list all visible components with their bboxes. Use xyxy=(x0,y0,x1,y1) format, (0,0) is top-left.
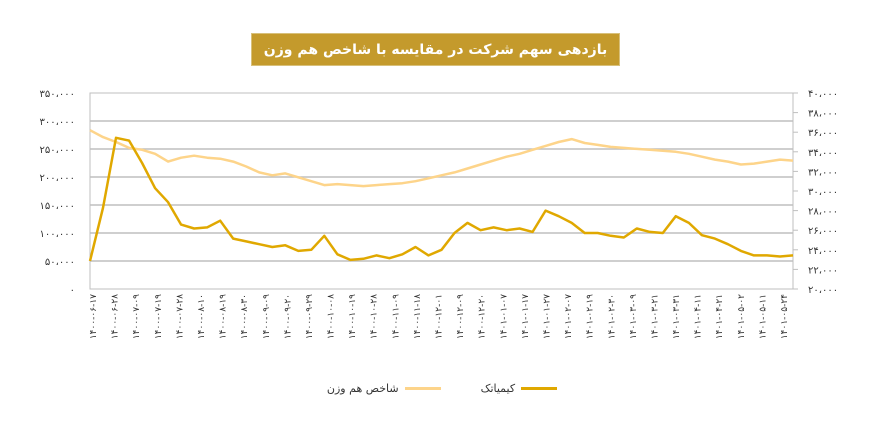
x-tick-label: ۱۴۰۰-۰۸-۱۰ xyxy=(197,294,207,339)
x-tick-label: ۱۴۰۰-۰۸-۱۹ xyxy=(219,294,229,339)
left-axis-tick-labels: ۰ ۵۰،۰۰۰ ۱۰۰،۰۰۰ ۱۵۰،۰۰۰ ۲۰۰،۰۰۰ ۲۵۰،۰۰۰ ۳۰۰،۰… xyxy=(40,89,75,296)
right-tick-label: ۳۰،۰۰۰ xyxy=(808,187,838,198)
legend: کیمیاتک شاخص هم وزن xyxy=(0,382,884,395)
left-tick-label: ۰ xyxy=(70,285,75,296)
x-tick-label: ۱۴۰۰-۰۹-۲۹ xyxy=(305,294,315,339)
x-tick-label: ۱۴۰۱-۰۴-۱۱ xyxy=(694,294,704,339)
x-tick-label: ۱۴۰۰-۰۷-۲۸ xyxy=(175,294,185,339)
right-tick-label: ۲۸،۰۰۰ xyxy=(808,207,838,218)
x-tick-label: ۱۴۰۱-۰۵-۲۴ xyxy=(780,294,790,339)
legend-item-kimiatak: کیمیاتک xyxy=(481,382,558,395)
left-tick-label: ۳۵۰،۰۰۰ xyxy=(40,89,75,100)
series-lines xyxy=(88,129,794,262)
right-tick-label: ۳۸،۰۰۰ xyxy=(808,109,838,120)
right-axis-tick-labels: ۲۰،۰۰۰ ۲۲،۰۰۰ ۲۴،۰۰۰ ۲۶،۰۰۰ ۲۸،۰۰۰ ۳۰،۰۰۰ ۳۲،۰… xyxy=(793,89,838,296)
right-tick-label: ۴۰،۰۰۰ xyxy=(808,89,838,100)
legend-swatch-equal-weight-index xyxy=(404,387,441,390)
x-tick-label: ۱۴۰۱-۰۴-۲۱ xyxy=(715,294,725,339)
x-tick-label: ۱۴۰۰-۰۷-۰۹ xyxy=(132,294,142,339)
left-tick-label: ۳۰۰،۰۰۰ xyxy=(40,117,75,128)
legend-item-equal-weight-index: شاخص هم وزن xyxy=(327,382,441,395)
x-tick-label: ۱۴۰۰-۱۰-۱۹ xyxy=(348,294,358,339)
x-tick-label: ۱۴۰۰-۰۶-۲۸ xyxy=(111,294,121,339)
left-tick-label: ۲۵۰،۰۰۰ xyxy=(40,145,75,156)
x-tick-label: ۱۴۰۰-۱۰-۲۸ xyxy=(370,294,380,339)
x-tick-label: ۱۴۰۰-۰۷-۱۹ xyxy=(154,294,164,339)
x-tick-label: ۱۴۰۱-۰۲-۳۰ xyxy=(607,294,617,339)
x-tick-label: ۱۴۰۱-۰۵-۱۱ xyxy=(758,294,768,339)
plot-area xyxy=(89,92,794,290)
kimiatak-line xyxy=(88,136,794,262)
right-tick-label: ۳۶،۰۰۰ xyxy=(808,128,838,139)
chart-title: بازدهی سهم شرکت در مقایسه با شاخص هم وزن xyxy=(251,33,620,66)
x-tick-label: ۱۴۰۰-۱۲-۲۰ xyxy=(478,294,488,339)
right-tick-label: ۲۰،۰۰۰ xyxy=(808,285,838,296)
x-tick-label: ۱۴۰۰-۰۹-۲۰ xyxy=(283,294,293,339)
x-tick-label: ۱۴۰۱-۰۳-۳۱ xyxy=(672,294,682,339)
x-tick-label: ۱۴۰۰-۱۲-۰۹ xyxy=(456,294,466,339)
x-tick-label: ۱۴۰۱-۰۵-۰۲ xyxy=(737,294,747,339)
x-tick-label: ۱۴۰۱-۰۳-۰۹ xyxy=(629,294,639,339)
left-tick-label: ۲۰۰،۰۰۰ xyxy=(40,173,75,184)
legend-label-equal-weight-index: شاخص هم وزن xyxy=(326,382,399,395)
legend-swatch-kimiatak xyxy=(521,387,558,390)
right-tick-label: ۲۴،۰۰۰ xyxy=(808,246,838,257)
x-tick-label: ۱۴۰۰-۱۰-۰۸ xyxy=(327,294,337,339)
equal-weight-index-line xyxy=(89,129,794,188)
x-tick-label: ۱۴۰۱-۰۱-۰۷ xyxy=(499,294,509,339)
x-tick-label: ۱۴۰۰-۰۹-۰۹ xyxy=(262,294,272,339)
x-axis-tick-labels: ۱۴۰۰-۰۶-۱۷ ۱۴۰۰-۰۶-۲۸ ۱۴۰۰-۰۷-۰۹ ۱۴۰۰-۰۷-۱۹… xyxy=(89,294,790,339)
x-tick-label: ۱۴۰۰-۰۶-۱۷ xyxy=(89,294,99,339)
x-tick-label: ۱۴۰۰-۱۱-۰۹ xyxy=(391,294,401,339)
gridlines xyxy=(89,92,794,290)
x-tick-label: ۱۴۰۱-۰۱-۲۷ xyxy=(542,294,552,339)
left-tick-label: ۱۰۰،۰۰۰ xyxy=(40,229,75,240)
x-tick-label: ۱۴۰۱-۰۱-۱۷ xyxy=(521,294,531,339)
x-tick-label: ۱۴۰۱-۰۲-۰۷ xyxy=(564,294,574,339)
x-tick-label: ۱۴۰۱-۰۲-۱۹ xyxy=(586,294,596,339)
right-tick-label: ۲۲،۰۰۰ xyxy=(808,265,838,276)
right-tick-label: ۳۲،۰۰۰ xyxy=(808,167,838,178)
x-tick-label: ۱۴۰۰-۱۱-۱۸ xyxy=(413,294,423,339)
right-tick-label: ۲۶،۰۰۰ xyxy=(808,226,838,237)
left-tick-label: ۵۰،۰۰۰ xyxy=(45,257,75,268)
legend-label-kimiatak: کیمیاتک xyxy=(480,382,516,395)
x-tick-label: ۱۴۰۰-۱۲-۰۱ xyxy=(435,294,445,339)
left-tick-label: ۱۵۰،۰۰۰ xyxy=(40,201,75,212)
x-tick-label: ۱۴۰۱-۰۳-۲۱ xyxy=(650,294,660,339)
right-tick-label: ۳۴،۰۰۰ xyxy=(808,148,838,159)
x-tick-label: ۱۴۰۰-۰۸-۳۰ xyxy=(240,294,250,339)
